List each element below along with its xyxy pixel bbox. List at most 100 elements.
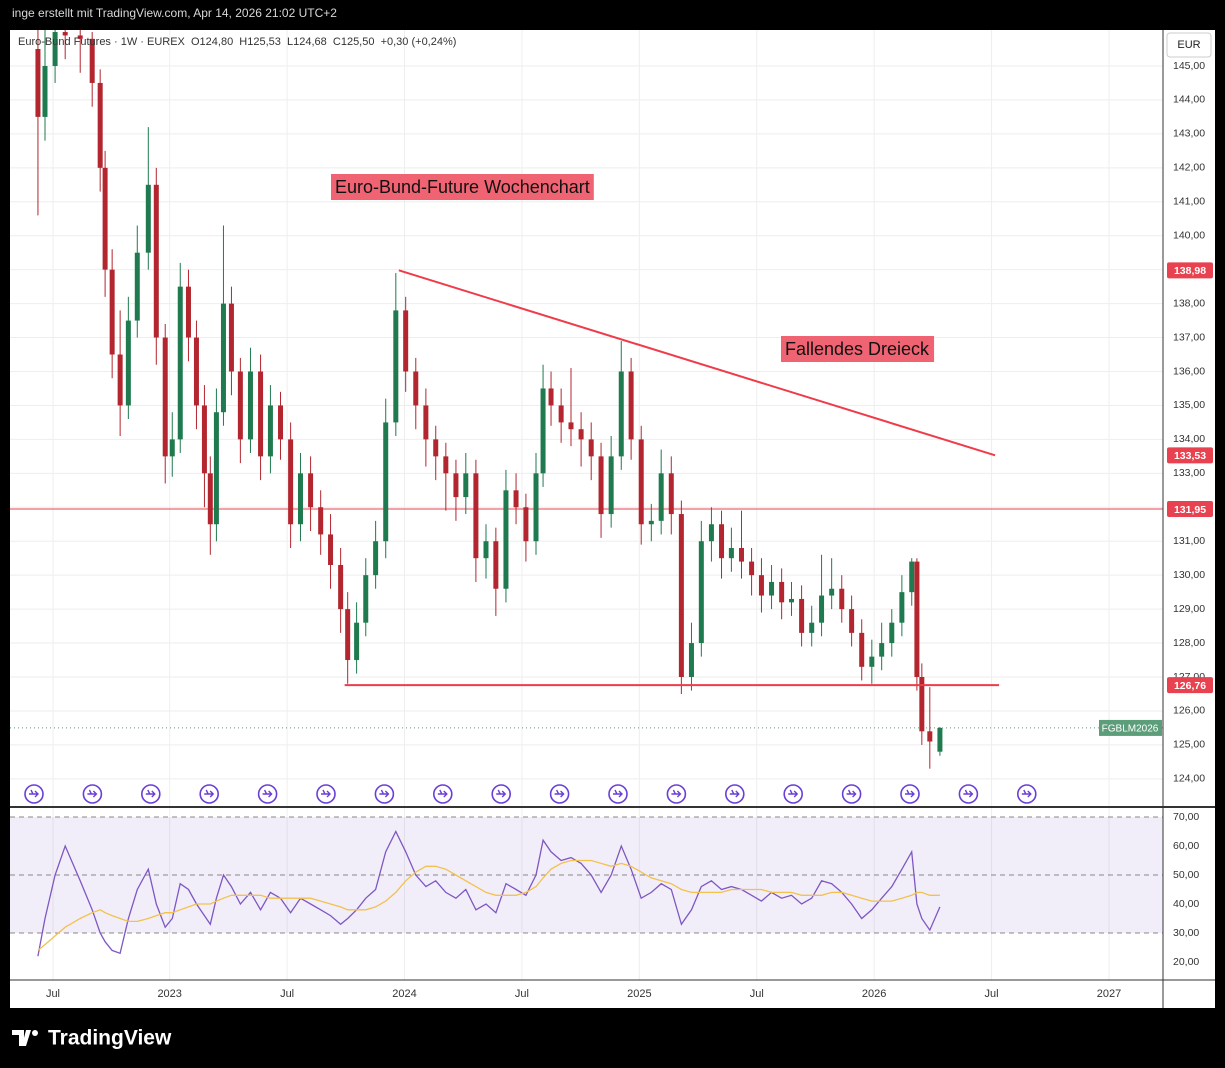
- candle-body: [909, 561, 915, 593]
- candle-body: [839, 588, 845, 610]
- candle-body: [328, 534, 334, 565]
- candle-body: [758, 575, 764, 596]
- event-arrow: [437, 789, 448, 798]
- candle-body: [859, 632, 865, 667]
- candle-body: [35, 49, 41, 117]
- event-arrow: [788, 789, 799, 798]
- candle-body: [169, 439, 175, 457]
- rsi-tick-label: 50,00: [1173, 869, 1199, 881]
- candle-body: [345, 609, 351, 661]
- candle-body: [363, 575, 369, 623]
- candle-body: [849, 609, 855, 633]
- candle-body: [162, 337, 168, 457]
- candle-body: [927, 731, 933, 742]
- candle-body: [618, 371, 624, 457]
- candle-body: [698, 541, 704, 644]
- candle-body: [809, 622, 815, 633]
- candle-body: [278, 405, 284, 440]
- candle-body: [97, 82, 103, 168]
- candle-body: [258, 371, 264, 457]
- event-arrow: [613, 789, 623, 798]
- y-tick-label: 134,00: [1173, 433, 1205, 445]
- candle-body: [403, 310, 409, 372]
- candle-body: [568, 422, 574, 430]
- candle-body: [638, 439, 644, 525]
- y-tick-label: 142,00: [1173, 162, 1205, 174]
- candle-body: [318, 507, 324, 535]
- legend-text: Euro-Bund Futures · 1W · EUREX O124,80 H…: [18, 36, 456, 48]
- candle-body: [413, 371, 419, 406]
- annotation-box: [331, 174, 594, 200]
- candle-body: [608, 456, 614, 515]
- candle-body: [503, 490, 509, 589]
- event-arrow: [846, 789, 857, 798]
- logo-dot: [32, 1030, 38, 1036]
- y-tick-label: 133,00: [1173, 467, 1205, 479]
- candle-body: [628, 371, 634, 440]
- event-icon: [141, 784, 161, 804]
- candle-body: [297, 473, 303, 525]
- x-tick-label: 2023: [157, 988, 181, 1000]
- annotation-text: Euro-Bund-Future Wochenchart: [335, 177, 590, 197]
- logo-mark: [12, 1030, 31, 1046]
- event-icon: [958, 784, 979, 804]
- event-icon: [24, 784, 44, 804]
- y-tick-label: 145,00: [1173, 60, 1205, 72]
- event-icon: [783, 784, 804, 804]
- candle-body: [134, 252, 140, 321]
- y-tick-label: 131,00: [1173, 535, 1205, 547]
- event-icon: [316, 784, 336, 804]
- y-tick-label: 128,00: [1173, 637, 1205, 649]
- price-tag-label: 131,95: [1174, 504, 1206, 516]
- candle-body: [558, 405, 564, 423]
- event-icon: [432, 784, 453, 804]
- candle-body: [914, 561, 920, 678]
- candle-body: [42, 65, 48, 117]
- rsi-line: [37, 830, 941, 957]
- candle-body: [89, 38, 95, 83]
- candle-body: [513, 490, 519, 508]
- rsi-lines: [37, 830, 941, 957]
- price-tag: [1167, 500, 1213, 517]
- event-arrow: [87, 789, 98, 798]
- price-tag-label: 133,53: [1174, 450, 1206, 462]
- event-arrow: [671, 789, 682, 798]
- y-tick-label: 124,00: [1173, 773, 1205, 785]
- x-tick-label: Jul: [750, 988, 764, 1000]
- event-icon: [666, 784, 687, 804]
- candle-body: [228, 303, 234, 372]
- y-tick-label: 138,00: [1173, 297, 1205, 309]
- candle-body: [354, 622, 360, 661]
- y-tick-label: 136,00: [1173, 365, 1205, 377]
- candle-body: [145, 184, 151, 253]
- event-arrow: [204, 789, 215, 798]
- candle-body: [308, 473, 314, 508]
- rsi-tick-label: 30,00: [1173, 927, 1199, 939]
- candle-body: [829, 588, 835, 596]
- candle-body: [483, 541, 489, 559]
- price-tag: [1167, 677, 1213, 694]
- candle-body: [117, 354, 123, 406]
- attribution: inge erstellt mit TradingView.com, Apr 1…: [12, 6, 337, 20]
- x-tick-label: 2024: [392, 988, 416, 1000]
- candle-body: [109, 269, 115, 355]
- event-icon: [82, 784, 103, 804]
- candle-body: [779, 581, 785, 603]
- brand-logo: TradingView: [12, 1027, 172, 1050]
- event-arrow: [554, 789, 565, 798]
- y-tick-label: 143,00: [1173, 128, 1205, 140]
- candle-body: [393, 310, 399, 423]
- candle-body: [799, 598, 805, 633]
- candle-body: [533, 473, 539, 542]
- trend-line: [398, 269, 996, 457]
- y-tick-label: 144,00: [1173, 94, 1205, 106]
- event-icon: [374, 784, 395, 804]
- y-tick-label: 126,00: [1173, 705, 1205, 717]
- candle-body: [177, 286, 183, 440]
- candle-body: [373, 541, 379, 576]
- candle-body: [769, 581, 775, 596]
- event-arrow: [905, 789, 915, 798]
- event-icon: [900, 784, 920, 804]
- symbol-label: FGBLM2026: [1102, 724, 1159, 735]
